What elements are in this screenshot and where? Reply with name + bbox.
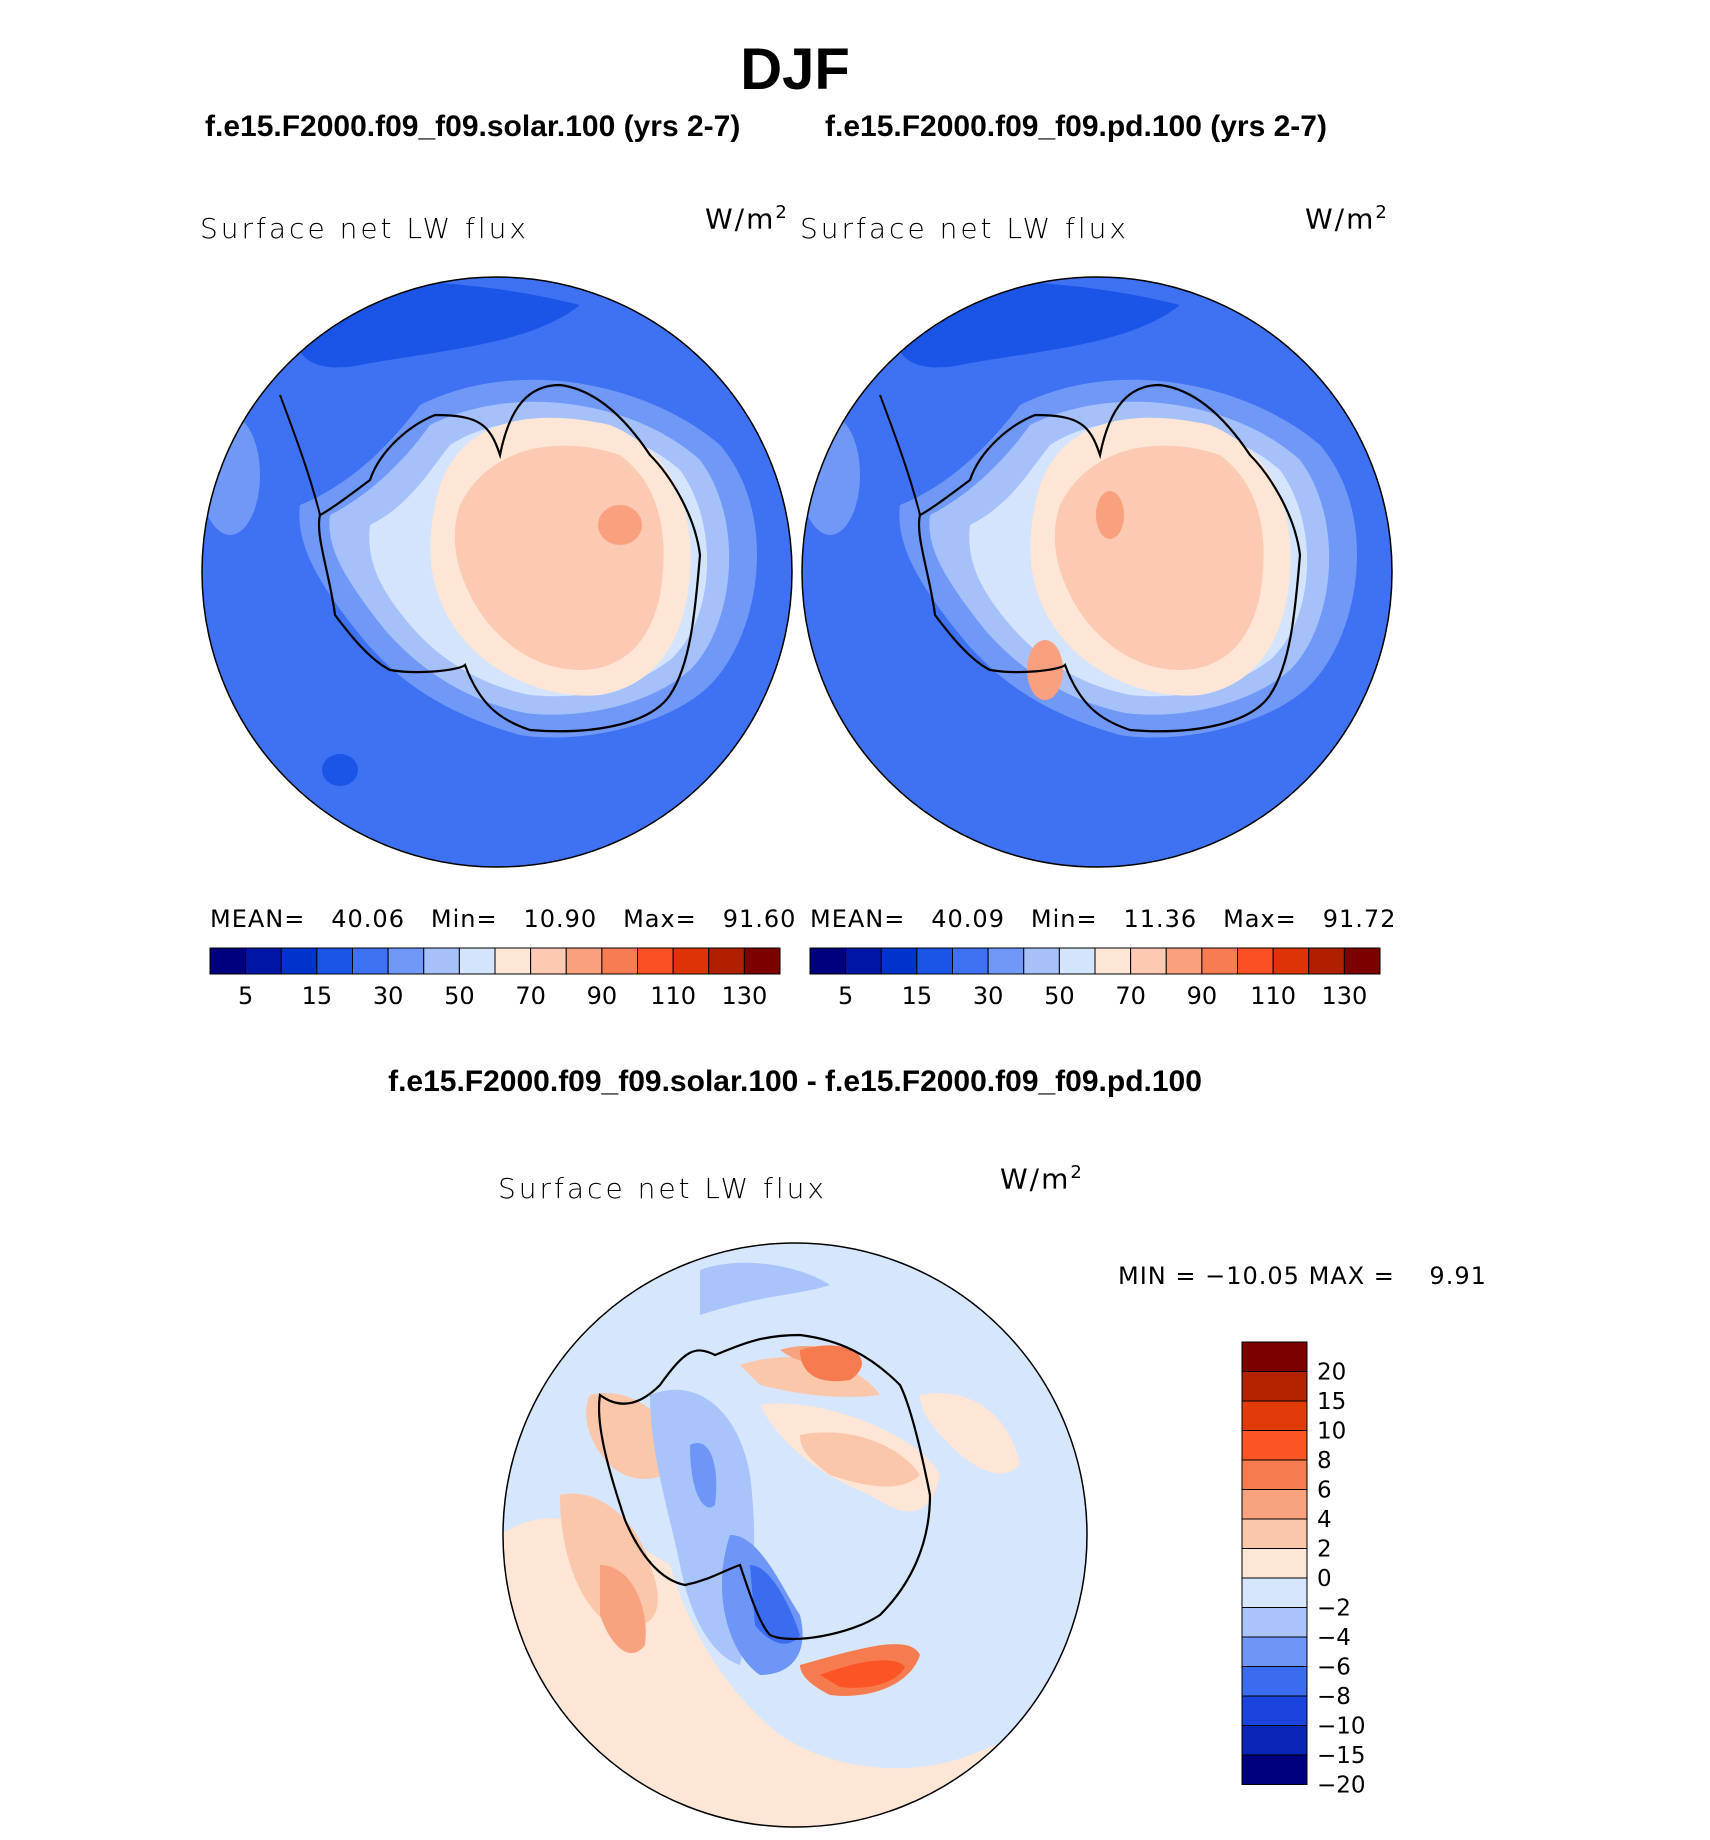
colorbar-difference-swatch-6 xyxy=(1241,1518,1308,1549)
colorbar-pd: 5 15 30 50 70 90 110 130 xyxy=(809,947,1381,1010)
difference-min-max: MIN = −10.05 MAX = 9.91 xyxy=(1118,1262,1487,1290)
colorbar-solar-swatch-6 xyxy=(423,947,460,975)
colorbar-solar-swatch-3 xyxy=(316,947,353,975)
colorbar-pd-tick-label: 90 xyxy=(1187,982,1218,1010)
colorbar-difference-tick-label: 8 xyxy=(1317,1448,1332,1474)
colorbar-solar-swatch-0 xyxy=(209,947,247,975)
colorbar-difference-tick-label: −15 xyxy=(1317,1743,1366,1769)
colorbar-pd-swatch-4 xyxy=(952,947,989,975)
colorbar-solar-tick-label: 30 xyxy=(373,982,404,1010)
units-pd: W/m2 xyxy=(1305,202,1387,236)
colorbar-pd-tick-label: 5 xyxy=(838,982,853,1010)
colorbar-difference-swatch-8 xyxy=(1241,1577,1308,1608)
field-label-solar: Surface net LW flux xyxy=(200,212,529,245)
colorbar-solar-tick-label: 90 xyxy=(587,982,618,1010)
colorbar-difference-swatch-9 xyxy=(1241,1607,1308,1638)
colorbar-solar-swatch-14 xyxy=(708,947,745,975)
colorbar-difference-tick-label: 2 xyxy=(1317,1537,1332,1563)
colorbar-difference-swatch-12 xyxy=(1241,1695,1308,1726)
colorbar-pd-swatch-13 xyxy=(1272,947,1310,975)
colorbar-solar-swatch-7 xyxy=(458,947,496,975)
colorbar-difference-swatch-14 xyxy=(1241,1754,1308,1785)
colorbar-solar-swatch-1 xyxy=(245,947,282,975)
colorbar-difference-swatch-11 xyxy=(1241,1666,1308,1697)
colorbar-solar-tick-label: 70 xyxy=(515,982,546,1010)
units-solar: W/m2 xyxy=(705,202,787,236)
colorbar-difference-swatch-13 xyxy=(1241,1725,1308,1756)
colorbar-difference-tick-label: −20 xyxy=(1317,1773,1366,1799)
colorbar-difference-swatch-5 xyxy=(1241,1489,1308,1520)
colorbar-pd-swatch-3 xyxy=(916,947,953,975)
colorbar-difference-tick-label: 20 xyxy=(1317,1360,1346,1386)
colorbar-pd-swatch-14 xyxy=(1308,947,1345,975)
colorbar-solar-tick-label: 5 xyxy=(238,982,253,1010)
colorbar-difference-swatch-4 xyxy=(1241,1459,1308,1490)
colorbar-solar-swatch-13 xyxy=(672,947,710,975)
colorbar-difference-tick-label: 0 xyxy=(1317,1566,1332,1592)
colorbar-solar-swatch-12 xyxy=(637,947,674,975)
colorbar-solar: 5 15 30 50 70 90 110 130 xyxy=(209,947,781,1010)
colorbar-difference-swatch-1 xyxy=(1241,1371,1308,1402)
colorbar-difference-tick-label: −4 xyxy=(1317,1625,1351,1651)
colorbar-pd-tick-label: 50 xyxy=(1044,982,1075,1010)
colorbar-difference-tick-label: 6 xyxy=(1317,1478,1332,1504)
panel-title-pd: f.e15.F2000.f09_f09.pd.100 (yrs 2-7) xyxy=(825,110,1327,143)
colorbar-pd-tick-label: 15 xyxy=(902,982,933,1010)
stats-solar: MEAN= 40.06 Min= 10.90 Max= 91.60 xyxy=(210,905,797,933)
colorbar-solar-swatch-9 xyxy=(530,947,567,975)
colorbar-difference-tick-label: 15 xyxy=(1317,1389,1346,1415)
colorbar-difference-tick-label: −8 xyxy=(1317,1684,1351,1710)
colorbar-difference-swatch-0 xyxy=(1241,1341,1308,1372)
colorbar-pd-tick-label: 130 xyxy=(1321,982,1367,1010)
panel-title-solar: f.e15.F2000.f09_f09.solar.100 (yrs 2-7) xyxy=(205,110,741,143)
colorbar-solar-tick-label: 15 xyxy=(302,982,333,1010)
map-solar xyxy=(201,276,793,868)
stats-pd: MEAN= 40.09 Min= 11.36 Max= 91.72 xyxy=(810,905,1397,933)
colorbar-solar-tick-label: 130 xyxy=(721,982,767,1010)
colorbar-pd-swatch-6 xyxy=(1023,947,1060,975)
colorbar-pd-tick-label: 30 xyxy=(973,982,1004,1010)
field-label-difference: Surface net LW flux xyxy=(498,1172,827,1205)
colorbar-solar-swatch-8 xyxy=(494,947,532,975)
figure-title: DJF xyxy=(740,37,850,102)
colorbar-difference-swatch-3 xyxy=(1241,1430,1308,1461)
colorbar-solar-swatch-5 xyxy=(387,947,425,975)
colorbar-pd-swatch-10 xyxy=(1165,947,1203,975)
colorbar-pd-swatch-8 xyxy=(1094,947,1132,975)
colorbar-solar-swatch-4 xyxy=(352,947,389,975)
colorbar-pd-swatch-11 xyxy=(1201,947,1238,975)
field-label-pd: Surface net LW flux xyxy=(800,212,1129,245)
colorbar-solar-swatch-11 xyxy=(601,947,638,975)
colorbar-difference-tick-label: −6 xyxy=(1317,1655,1351,1681)
colorbar-solar-tick-label: 50 xyxy=(444,982,475,1010)
colorbar-difference-tick-label: 10 xyxy=(1317,1419,1346,1445)
colorbar-pd-swatch-15 xyxy=(1343,947,1381,975)
map-difference xyxy=(502,1242,1088,1828)
colorbar-pd-swatch-7 xyxy=(1058,947,1096,975)
colorbar-pd-swatch-1 xyxy=(845,947,882,975)
colorbar-pd-swatch-12 xyxy=(1237,947,1274,975)
difference-title: f.e15.F2000.f09_f09.solar.100 - f.e15.F2… xyxy=(388,1065,1202,1098)
colorbar-pd-tick-label: 70 xyxy=(1115,982,1146,1010)
colorbar-difference-tick-label: 4 xyxy=(1317,1507,1332,1533)
colorbar-difference-swatch-7 xyxy=(1241,1548,1308,1579)
colorbar-pd-swatch-9 xyxy=(1130,947,1167,975)
colorbar-pd-swatch-5 xyxy=(987,947,1025,975)
colorbar-pd-swatch-2 xyxy=(880,947,918,975)
colorbar-solar-swatch-2 xyxy=(280,947,318,975)
colorbar-difference-swatch-10 xyxy=(1241,1636,1308,1667)
colorbar-difference-swatch-2 xyxy=(1241,1400,1308,1431)
colorbar-difference-tick-label: −2 xyxy=(1317,1596,1351,1622)
colorbar-difference-tick-label: −10 xyxy=(1317,1714,1366,1740)
colorbar-pd-swatch-0 xyxy=(809,947,847,975)
units-difference: W/m2 xyxy=(1000,1162,1082,1196)
colorbar-solar-swatch-15 xyxy=(743,947,781,975)
colorbar-solar-tick-label: 110 xyxy=(650,982,696,1010)
colorbar-pd-tick-label: 110 xyxy=(1250,982,1296,1010)
colorbar-solar-swatch-10 xyxy=(565,947,603,975)
map-pd xyxy=(801,276,1393,868)
